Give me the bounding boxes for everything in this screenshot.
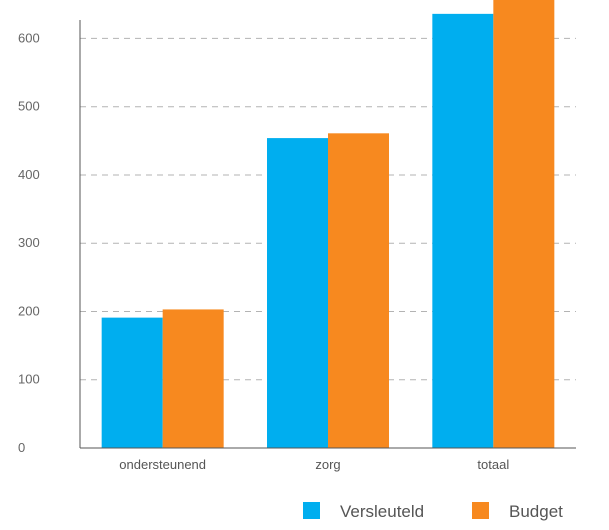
bar-budget-zorg xyxy=(328,133,389,448)
y-tick-label: 100 xyxy=(18,372,40,387)
bar-versleuteld-ondersteunend xyxy=(101,317,163,448)
y-tick-label: 500 xyxy=(18,99,40,114)
bar-budget-totaal xyxy=(493,0,555,448)
x-category-label: zorg xyxy=(315,457,340,472)
legend-label-versleuteld: Versleuteld xyxy=(340,502,424,521)
x-category-labels: ondersteunend zorg totaal xyxy=(119,457,509,472)
y-tick-label: 200 xyxy=(18,303,40,318)
legend: Versleuteld Budget xyxy=(303,502,563,521)
legend-swatch-versleuteld xyxy=(303,502,320,519)
y-tick-labels: 0 100 200 300 400 500 600 xyxy=(18,30,40,455)
axes xyxy=(79,20,576,449)
bar-versleuteld-totaal xyxy=(432,13,494,449)
bars xyxy=(101,0,555,449)
y-tick-label: 300 xyxy=(18,235,40,250)
x-category-label: totaal xyxy=(477,457,509,472)
legend-label-budget: Budget xyxy=(509,502,563,521)
x-category-label: ondersteunend xyxy=(119,457,206,472)
y-tick-label: 400 xyxy=(18,167,40,182)
y-tick-label: 0 xyxy=(18,440,25,455)
legend-swatch-budget xyxy=(472,502,489,519)
bar-versleuteld-zorg xyxy=(267,138,328,448)
bar-budget-ondersteunend xyxy=(162,309,224,448)
y-tick-label: 600 xyxy=(18,30,40,45)
